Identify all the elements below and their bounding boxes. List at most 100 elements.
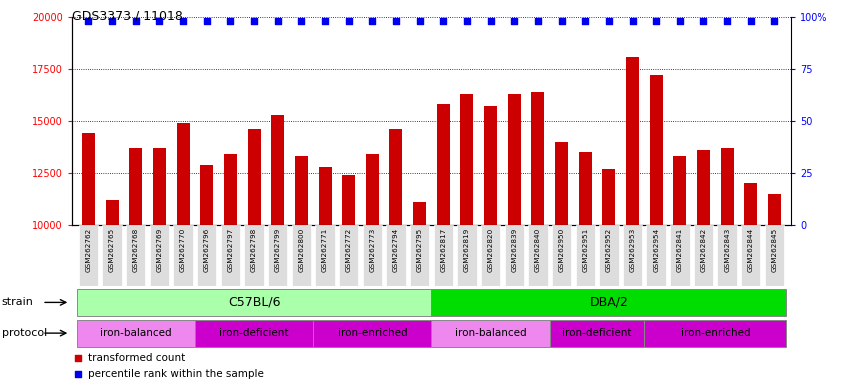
- Text: GSM262951: GSM262951: [582, 228, 588, 272]
- Bar: [106, 200, 118, 225]
- FancyBboxPatch shape: [313, 319, 431, 347]
- Bar: [318, 167, 332, 225]
- FancyBboxPatch shape: [694, 225, 713, 286]
- Point: [223, 18, 237, 25]
- Bar: [579, 152, 591, 225]
- Bar: [153, 148, 166, 225]
- FancyBboxPatch shape: [77, 289, 431, 316]
- Point: [721, 18, 734, 25]
- Text: DBA/2: DBA/2: [590, 296, 629, 309]
- Point: [579, 18, 592, 25]
- Text: GSM262844: GSM262844: [748, 228, 754, 272]
- Bar: [531, 92, 545, 225]
- Bar: [82, 133, 95, 225]
- Point: [602, 18, 616, 25]
- FancyBboxPatch shape: [670, 225, 689, 286]
- Bar: [768, 194, 781, 225]
- Text: GSM262771: GSM262771: [322, 228, 328, 272]
- Text: GSM262770: GSM262770: [180, 228, 186, 272]
- Point: [744, 18, 757, 25]
- Text: GSM262817: GSM262817: [440, 228, 447, 272]
- Point: [508, 18, 521, 25]
- Bar: [673, 156, 686, 225]
- FancyBboxPatch shape: [221, 225, 240, 286]
- FancyBboxPatch shape: [765, 225, 784, 286]
- Point: [82, 18, 96, 25]
- Bar: [201, 164, 213, 225]
- Text: GSM262845: GSM262845: [772, 228, 777, 272]
- FancyBboxPatch shape: [126, 225, 146, 286]
- FancyBboxPatch shape: [645, 319, 786, 347]
- Bar: [508, 94, 521, 225]
- Bar: [389, 129, 403, 225]
- FancyBboxPatch shape: [268, 225, 288, 286]
- FancyBboxPatch shape: [292, 225, 311, 286]
- Text: GDS3373 / 11018: GDS3373 / 11018: [72, 10, 183, 23]
- Text: GSM262842: GSM262842: [700, 228, 706, 272]
- FancyBboxPatch shape: [528, 225, 547, 286]
- FancyBboxPatch shape: [646, 225, 666, 286]
- Text: percentile rank within the sample: percentile rank within the sample: [88, 369, 264, 379]
- Point: [531, 18, 545, 25]
- Bar: [721, 148, 733, 225]
- Text: GSM262795: GSM262795: [416, 228, 423, 272]
- Text: GSM262765: GSM262765: [109, 228, 115, 272]
- Bar: [555, 142, 568, 225]
- Text: C57BL/6: C57BL/6: [228, 296, 280, 309]
- Text: strain: strain: [2, 297, 34, 308]
- FancyBboxPatch shape: [431, 289, 786, 316]
- Bar: [602, 169, 615, 225]
- Point: [318, 18, 332, 25]
- Text: GSM262796: GSM262796: [204, 228, 210, 272]
- FancyBboxPatch shape: [623, 225, 642, 286]
- Text: GSM262768: GSM262768: [133, 228, 139, 272]
- Text: GSM262798: GSM262798: [251, 228, 257, 272]
- Text: GSM262843: GSM262843: [724, 228, 730, 272]
- Text: GSM262762: GSM262762: [85, 228, 91, 272]
- Text: GSM262952: GSM262952: [606, 228, 612, 272]
- Bar: [626, 57, 639, 225]
- FancyBboxPatch shape: [173, 225, 193, 286]
- Bar: [248, 129, 261, 225]
- FancyBboxPatch shape: [504, 225, 524, 286]
- FancyBboxPatch shape: [363, 225, 382, 286]
- Bar: [484, 106, 497, 225]
- Bar: [295, 156, 308, 225]
- Text: GSM262950: GSM262950: [558, 228, 564, 272]
- FancyBboxPatch shape: [434, 225, 453, 286]
- FancyBboxPatch shape: [741, 225, 761, 286]
- Point: [294, 18, 308, 25]
- Text: transformed count: transformed count: [88, 353, 185, 362]
- FancyBboxPatch shape: [339, 225, 359, 286]
- Point: [697, 18, 711, 25]
- FancyBboxPatch shape: [457, 225, 476, 286]
- Point: [626, 18, 640, 25]
- Bar: [177, 123, 190, 225]
- Bar: [224, 154, 237, 225]
- Text: GSM262841: GSM262841: [677, 228, 683, 272]
- Text: GSM262797: GSM262797: [228, 228, 233, 272]
- Text: GSM262799: GSM262799: [275, 228, 281, 272]
- Point: [152, 18, 166, 25]
- Point: [374, 288, 387, 295]
- Bar: [697, 150, 710, 225]
- Text: GSM262819: GSM262819: [464, 228, 470, 272]
- FancyBboxPatch shape: [197, 225, 217, 286]
- FancyBboxPatch shape: [387, 225, 406, 286]
- FancyBboxPatch shape: [431, 319, 550, 347]
- Point: [437, 18, 450, 25]
- Bar: [365, 154, 379, 225]
- Text: GSM262769: GSM262769: [157, 228, 162, 272]
- Bar: [413, 202, 426, 225]
- Text: GSM262954: GSM262954: [653, 228, 659, 272]
- FancyBboxPatch shape: [195, 319, 313, 347]
- Text: GSM262772: GSM262772: [346, 228, 352, 272]
- Point: [374, 140, 387, 146]
- Text: GSM262773: GSM262773: [370, 228, 376, 272]
- FancyBboxPatch shape: [481, 225, 500, 286]
- Point: [460, 18, 474, 25]
- Point: [389, 18, 403, 25]
- Text: iron-balanced: iron-balanced: [100, 328, 172, 338]
- Point: [413, 18, 426, 25]
- Point: [342, 18, 355, 25]
